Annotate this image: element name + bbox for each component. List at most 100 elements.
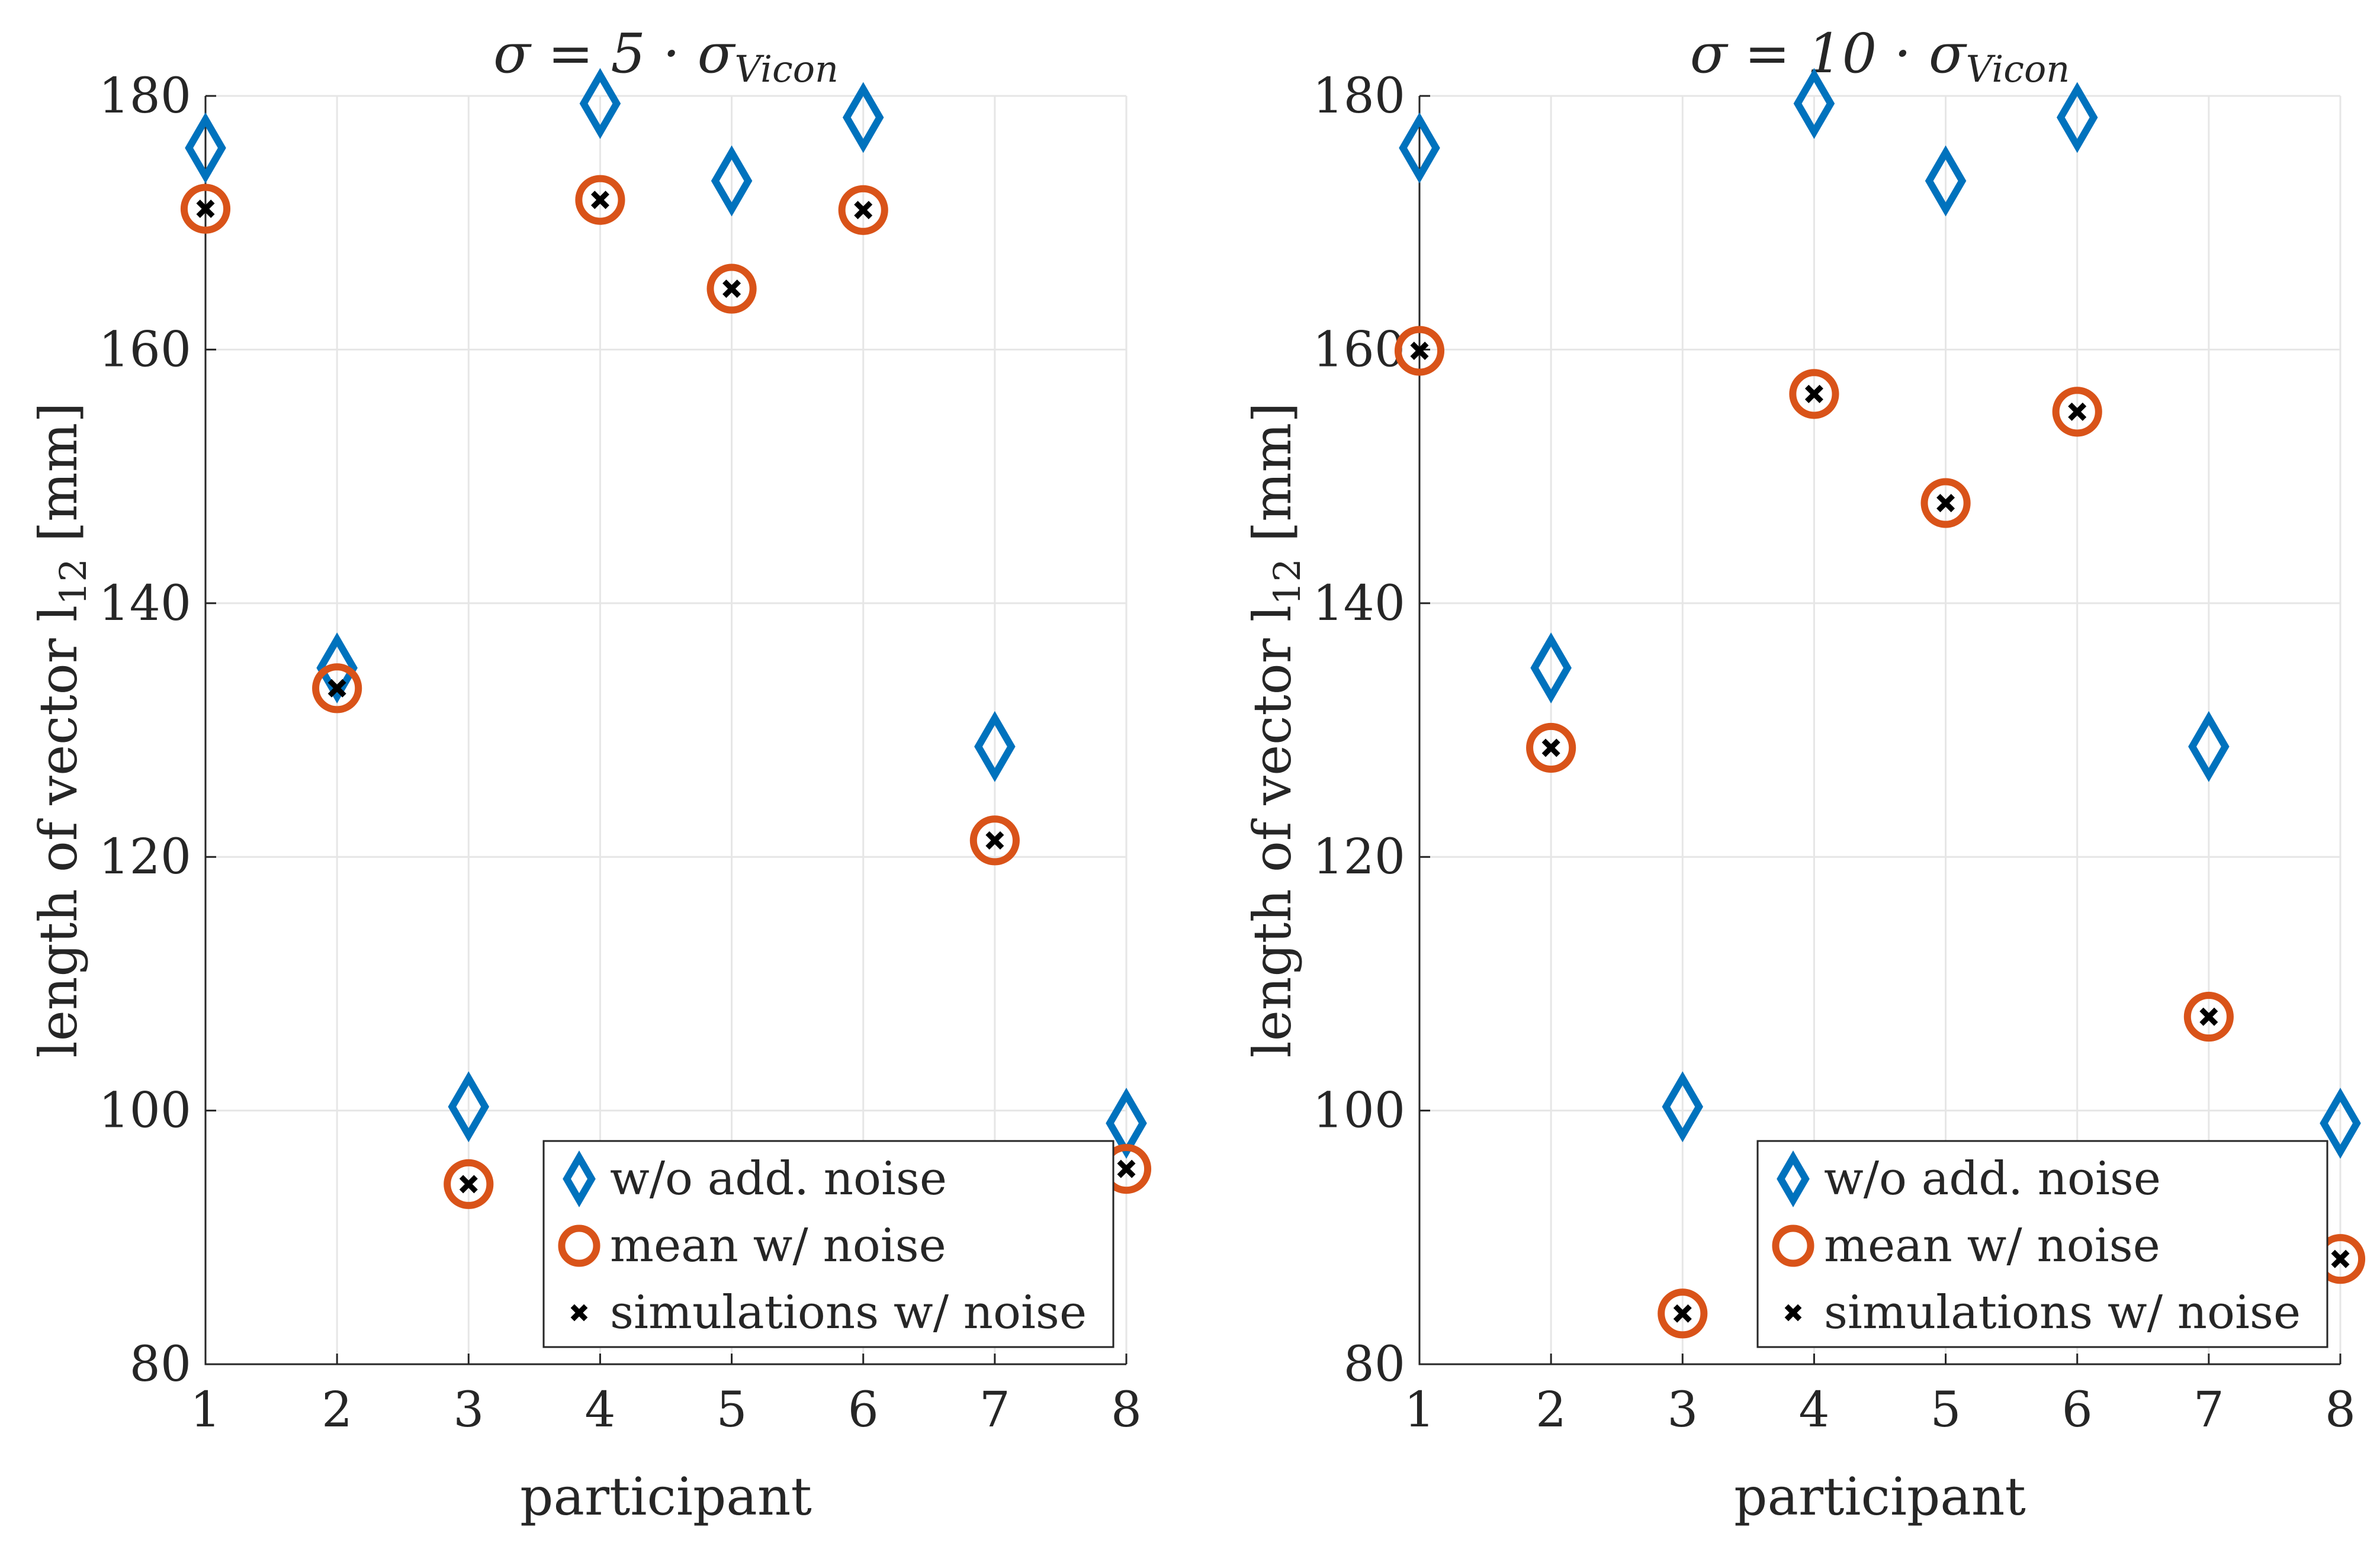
data-point-diamond: [1399, 112, 1440, 184]
y-axis-label: length of vector l12 [mm]: [28, 403, 95, 1058]
y-label-unit: [mm]: [28, 403, 89, 559]
data-point-circle: [312, 663, 362, 713]
x-tick-label: 4: [1798, 1382, 1829, 1438]
y-tick-label: 120: [1312, 829, 1405, 885]
x-tick-label: 4: [584, 1382, 615, 1438]
legend-label: mean w/ noise: [1824, 1219, 2160, 1272]
data-point-x: [1117, 1159, 1136, 1178]
data-point-x: [590, 191, 609, 210]
data-point-diamond: [1530, 632, 1572, 704]
legend-label: w/o add. noise: [1824, 1152, 2161, 1206]
data-point-circle: [575, 175, 625, 225]
data-point-diamond: [1793, 68, 1835, 139]
legend-label: mean w/ noise: [610, 1219, 946, 1272]
x-tick-label: 1: [190, 1382, 221, 1438]
y-tick-label: 140: [1312, 576, 1405, 632]
data-point-circle: [180, 184, 231, 234]
data-point-x: [2068, 402, 2087, 421]
data-point-circle: [1394, 326, 1445, 376]
series-x: [196, 191, 1136, 1194]
data-point-x: [1673, 1304, 1692, 1323]
y-label-unit: [mm]: [1242, 403, 1303, 559]
legend-label: simulations w/ noise: [1824, 1286, 2301, 1339]
legend-box: [542, 1140, 1114, 1348]
title-subscript: Vicon: [734, 47, 839, 91]
data-point-x: [2331, 1249, 2350, 1268]
legend: w/o add. noise mean w/ noise simulations w…: [542, 1140, 1114, 1348]
data-point-diamond: [974, 711, 1016, 782]
data-point-x: [459, 1175, 478, 1194]
y-label-main: length of vector l: [1242, 605, 1303, 1058]
data-point-diamond: [2188, 711, 2230, 782]
x-tick-label: 3: [453, 1382, 484, 1438]
y-label-subscript: 12: [52, 558, 95, 605]
chart-title: σ = 10 · σVicon: [1690, 22, 2070, 91]
y-tick-label: 100: [1312, 1083, 1405, 1139]
data-point-diamond: [842, 82, 884, 153]
x-tick-label: 2: [1536, 1382, 1566, 1438]
legend-marker-circle: [1772, 1224, 1814, 1267]
data-point-circle: [706, 263, 757, 314]
data-point-x: [327, 679, 346, 698]
y-tick-label: 80: [130, 1336, 191, 1393]
data-point-circle: [2052, 387, 2102, 437]
chart-title: σ = 5 · σVicon: [493, 22, 839, 91]
y-label-main: length of vector l: [28, 605, 89, 1058]
data-point-diamond: [448, 1071, 490, 1143]
data-point-x: [1541, 738, 1560, 757]
legend-marker-circle: [558, 1224, 600, 1267]
title-subscript: Vicon: [1966, 47, 2070, 91]
data-point-x: [1936, 494, 1955, 513]
x-tick-label: 3: [1667, 1382, 1698, 1438]
x-axis-label: participant: [1734, 1466, 2026, 1527]
y-axis-label: length of vector l12 [mm]: [1242, 403, 1309, 1058]
data-point-diamond: [2320, 1088, 2361, 1159]
legend: w/o add. noise mean w/ noise simulations w…: [1756, 1140, 2328, 1348]
data-point-circle: [1526, 722, 1576, 773]
x-tick-label: 1: [1404, 1382, 1435, 1438]
data-point-x: [2199, 1007, 2218, 1026]
x-tick-label: 2: [322, 1382, 352, 1438]
data-point-diamond: [316, 632, 358, 704]
title-main: σ = 5 · σ: [493, 22, 736, 85]
legend-marker-diamond: [1777, 1150, 1810, 1207]
legend-marker-diamond: [563, 1150, 596, 1207]
data-point-diamond: [2056, 82, 2098, 153]
x-tick-label: 7: [979, 1382, 1010, 1438]
legend-marker-x: [570, 1304, 588, 1322]
data-point-x: [1410, 342, 1429, 361]
data-point-diamond: [711, 145, 753, 217]
x-tick-label: 5: [716, 1382, 747, 1438]
x-tick-label: 8: [2325, 1382, 2356, 1438]
legend-label: w/o add. noise: [610, 1152, 947, 1206]
y-tick-label: 160: [98, 322, 191, 378]
series-diamond: [1399, 68, 2361, 1159]
x-tick-label: 6: [2062, 1382, 2093, 1438]
y-tick-label: 120: [98, 829, 191, 885]
data-point-circle: [1658, 1288, 1708, 1339]
title-main: σ = 10 · σ: [1690, 22, 1967, 85]
data-point-circle: [1920, 478, 1971, 528]
series-diamond: [185, 68, 1147, 1159]
legend-label: simulations w/ noise: [610, 1286, 1087, 1339]
series-circle: [1394, 326, 2366, 1339]
data-point-circle: [2183, 992, 2234, 1042]
x-tick-label: 7: [2193, 1382, 2224, 1438]
y-tick-label: 140: [98, 576, 191, 632]
y-tick-label: 80: [1344, 1336, 1405, 1393]
legend-box: [1756, 1140, 2328, 1348]
data-point-diamond: [1662, 1071, 1704, 1143]
data-point-circle: [969, 815, 1020, 866]
data-point-x: [1804, 384, 1823, 403]
y-tick-label: 160: [1312, 322, 1405, 378]
y-tick-label: 100: [98, 1083, 191, 1139]
data-point-circle: [838, 185, 888, 235]
legend-marker-x: [1784, 1304, 1802, 1322]
series-x: [1410, 342, 2350, 1323]
data-point-diamond: [579, 68, 621, 139]
y-label-subscript: 12: [1266, 558, 1309, 605]
data-point-x: [196, 200, 215, 218]
